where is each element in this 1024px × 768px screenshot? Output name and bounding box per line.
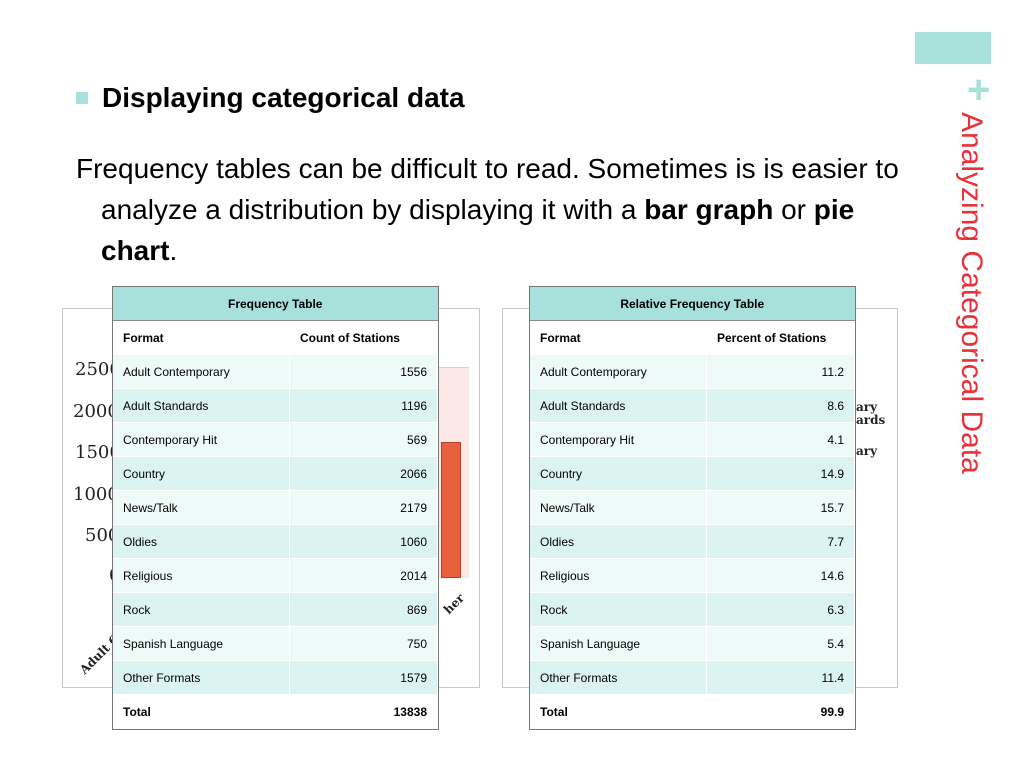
- total-value: 99.9: [706, 694, 855, 729]
- table-cell: Rock: [113, 592, 290, 627]
- relative-frequency-table: Relative Frequency Table Format Percent …: [529, 286, 856, 730]
- table-title: Relative Frequency Table: [530, 287, 855, 321]
- table-cell: 14.9: [706, 456, 855, 491]
- table-cell: Other Formats: [530, 660, 707, 695]
- table-cell: Religious: [530, 558, 707, 593]
- bullet-heading: Displaying categorical data: [76, 82, 465, 114]
- table-cell: 8.6: [706, 388, 855, 423]
- table-cell: Country: [113, 456, 290, 491]
- column-header: Percent of Stations: [706, 320, 855, 355]
- tick-label: 2500: [75, 359, 121, 380]
- table-cell: 869: [289, 592, 438, 627]
- table-cell: 569: [289, 422, 438, 457]
- tick-label: 500: [85, 525, 120, 546]
- legend-fragment: ary: [856, 400, 878, 414]
- category-label: her: [441, 590, 467, 617]
- table-title: Frequency Table: [113, 287, 438, 321]
- table-cell: 1556: [289, 354, 438, 389]
- table-cell: Oldies: [113, 524, 290, 559]
- table-cell: Spanish Language: [113, 626, 290, 661]
- table-cell: Adult Contemporary: [530, 354, 707, 389]
- total-label: Total: [113, 694, 290, 729]
- table-cell: News/Talk: [530, 490, 707, 525]
- table-cell: Adult Standards: [113, 388, 290, 423]
- column-header: Format: [113, 320, 290, 355]
- table-cell: Other Formats: [113, 660, 290, 695]
- table-cell: 11.4: [706, 660, 855, 695]
- table-cell: Oldies: [530, 524, 707, 559]
- body-paragraph: Frequency tables can be difficult to rea…: [76, 148, 916, 271]
- paragraph-text-or: or: [773, 194, 814, 225]
- table-cell: Country: [530, 456, 707, 491]
- table-cell: 1579: [289, 660, 438, 695]
- column-header: Format: [530, 320, 707, 355]
- tick-label: 1000: [73, 484, 119, 505]
- table-cell: 2014: [289, 558, 438, 593]
- table-cell: News/Talk: [113, 490, 290, 525]
- paragraph-bold-bar-graph: bar graph: [644, 194, 774, 225]
- table-cell: Contemporary Hit: [530, 422, 707, 457]
- bullet-text: Displaying categorical data: [102, 82, 465, 113]
- table-cell: Adult Standards: [530, 388, 707, 423]
- table-cell: 2179: [289, 490, 438, 525]
- total-value: 13838: [289, 694, 438, 729]
- table-cell: Spanish Language: [530, 626, 707, 661]
- table-cell: 6.3: [706, 592, 855, 627]
- frequency-table: Frequency Table Format Count of Stations…: [112, 286, 439, 730]
- paragraph-text: Frequency tables can be difficult to rea…: [76, 153, 899, 225]
- total-label: Total: [530, 694, 707, 729]
- table-cell: Adult Contemporary: [113, 354, 290, 389]
- table-cell: 2066: [289, 456, 438, 491]
- table-cell: Rock: [530, 592, 707, 627]
- paragraph-end: .: [169, 235, 178, 266]
- table-cell: Religious: [113, 558, 290, 593]
- bullet-square-icon: [76, 92, 88, 104]
- table-cell: 14.6: [706, 558, 855, 593]
- table-cell: 1060: [289, 524, 438, 559]
- table-cell: 5.4: [706, 626, 855, 661]
- slide-side-title: Analyzing Categorical Data: [955, 112, 988, 474]
- accent-block: [915, 32, 991, 64]
- legend-fragment: ards: [856, 413, 886, 427]
- chart-bar: [441, 442, 461, 578]
- table-cell: 7.7: [706, 524, 855, 559]
- table-cell: 11.2: [706, 354, 855, 389]
- paragraph-bold-pie-chart: pie chart: [101, 194, 855, 266]
- table-cell: 1196: [289, 388, 438, 423]
- column-header: Count of Stations: [289, 320, 438, 355]
- table-cell: Contemporary Hit: [113, 422, 290, 457]
- tick-label: 2000: [73, 401, 119, 422]
- tick-label: 1500: [75, 442, 121, 463]
- plus-icon: +: [967, 68, 991, 112]
- table-cell: 4.1: [706, 422, 855, 457]
- table-cell: 15.7: [706, 490, 855, 525]
- legend-fragment: ary: [856, 444, 878, 458]
- table-cell: 750: [289, 626, 438, 661]
